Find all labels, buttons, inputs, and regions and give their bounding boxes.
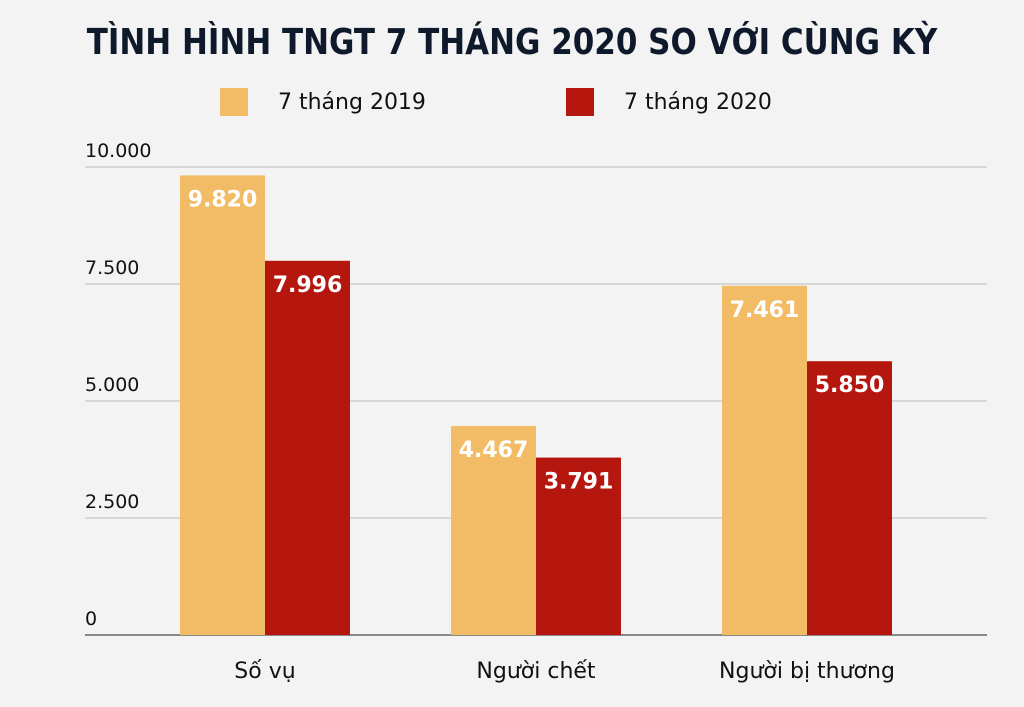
y-tick-label: 0	[85, 608, 97, 630]
bar	[451, 425, 536, 635]
bar	[536, 457, 621, 635]
bar	[722, 285, 807, 635]
data-label: 4.467	[459, 438, 529, 463]
chart-title: TÌNH HÌNH TNGT 7 THÁNG 2020 SO VỚI CÙNG …	[86, 22, 938, 63]
legend-item-2020: 7 tháng 2020	[566, 88, 772, 116]
legend-swatch-2019	[220, 88, 248, 116]
data-label: 5.850	[815, 373, 885, 398]
bar	[807, 361, 892, 635]
data-label: 3.791	[544, 470, 614, 495]
data-label: 9.820	[188, 187, 258, 212]
x-tick-label: Số vụ	[234, 659, 295, 684]
legend-label-2019: 7 tháng 2019	[278, 89, 426, 115]
legend-label-2020: 7 tháng 2020	[624, 89, 772, 115]
y-tick-label: 2.500	[85, 491, 139, 513]
legend-swatch-2020	[566, 88, 594, 116]
bar	[265, 260, 350, 635]
legend-item-2019: 7 tháng 2019	[220, 88, 426, 116]
y-tick-label: 5.000	[85, 374, 139, 396]
x-tick-label: Người bị thương	[719, 659, 895, 684]
x-tick-label: Người chết	[476, 659, 596, 684]
y-tick-label: 7.500	[85, 257, 139, 279]
data-label: 7.996	[273, 273, 343, 298]
bar	[180, 175, 265, 635]
y-tick-label: 10.000	[85, 140, 151, 162]
data-label: 7.461	[730, 298, 800, 323]
